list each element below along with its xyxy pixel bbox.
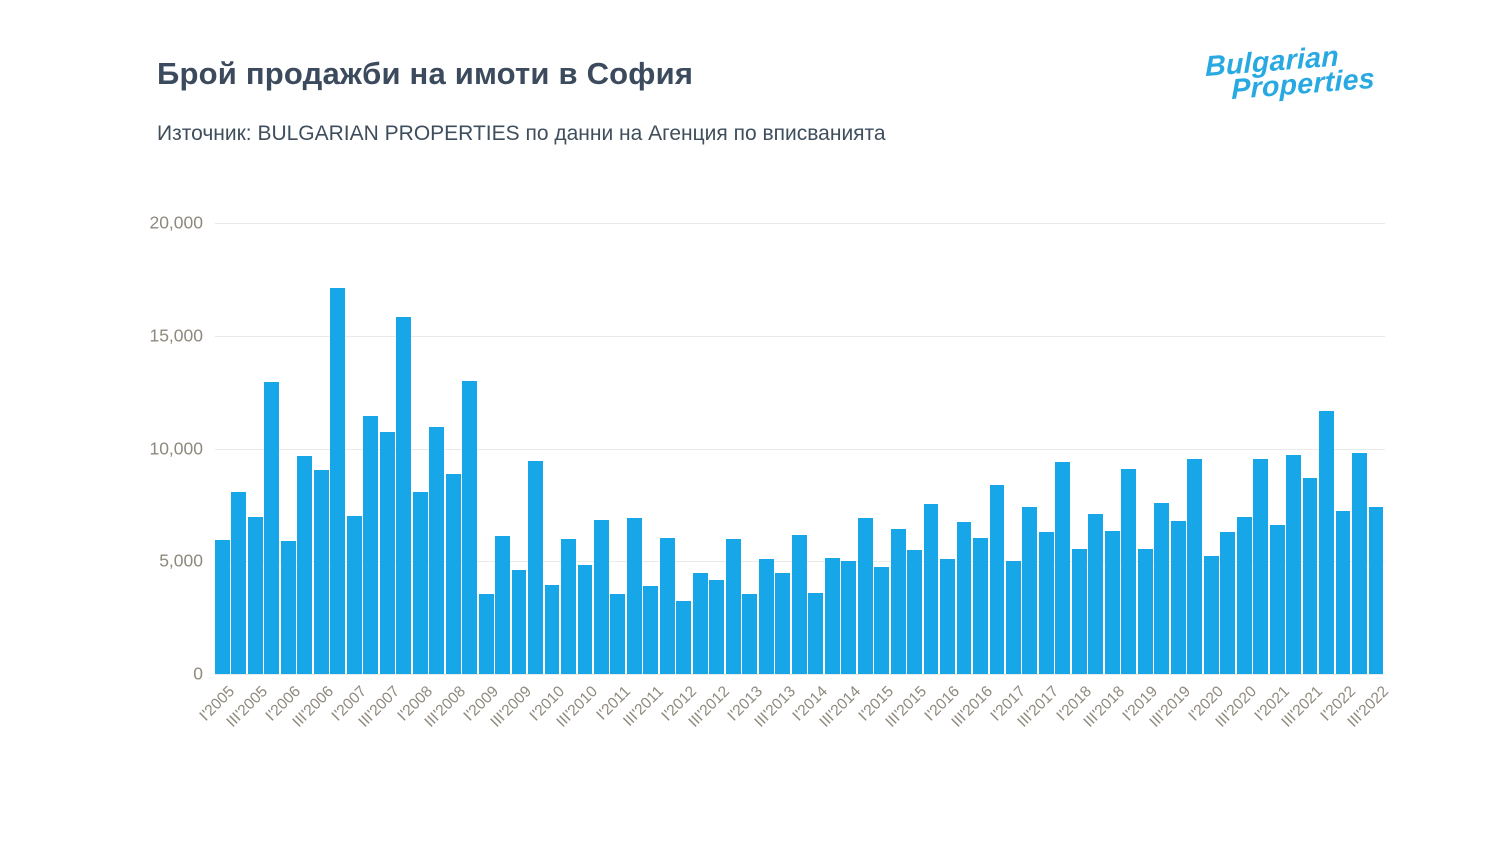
bar — [363, 415, 379, 674]
bar — [264, 381, 280, 674]
bar — [709, 580, 725, 674]
bar — [1368, 507, 1384, 674]
bar — [1220, 531, 1236, 674]
bar — [725, 538, 741, 674]
y-axis-tick-label: 0 — [193, 663, 203, 684]
bar — [1022, 507, 1038, 674]
source-caption: Източник: BULGARIAN PROPERTIES по данни … — [157, 122, 886, 145]
bar — [775, 572, 791, 674]
bar — [1286, 455, 1301, 674]
bar — [791, 535, 807, 674]
bar — [626, 518, 642, 674]
bar — [808, 592, 824, 674]
bar — [1104, 530, 1120, 674]
bar — [841, 561, 857, 674]
bar — [528, 460, 543, 674]
bar — [742, 593, 758, 674]
bar — [215, 539, 230, 674]
bar — [890, 528, 906, 674]
bar — [1137, 548, 1153, 674]
bar — [1038, 531, 1054, 674]
bar — [379, 431, 395, 674]
bar — [1236, 517, 1252, 674]
bar — [1121, 468, 1137, 674]
bar — [445, 474, 461, 674]
bar — [396, 316, 412, 674]
gridline — [215, 335, 1385, 337]
bar — [1203, 555, 1219, 674]
plot-area: 0 5,000 10,000 15,000 20,000 I'2005 III'2005 I'… — [149, 213, 1391, 731]
bar — [346, 516, 362, 674]
page-title: Брой продажби на имоти в София — [157, 56, 694, 91]
bar — [594, 519, 609, 674]
bar — [907, 549, 922, 674]
bar — [643, 586, 659, 674]
bar — [412, 492, 428, 674]
bar — [1170, 520, 1186, 674]
bar — [511, 570, 527, 674]
bar — [1005, 561, 1021, 674]
bar — [280, 540, 296, 674]
bar — [462, 380, 478, 674]
bar — [1071, 548, 1087, 674]
bar — [973, 537, 988, 674]
bar — [231, 492, 247, 674]
bulgarian-properties-logo: Bulgarian Properties — [1205, 37, 1435, 106]
bar — [824, 557, 840, 674]
bar — [313, 469, 329, 674]
bar — [577, 564, 593, 674]
bar — [659, 537, 675, 674]
bar — [1154, 502, 1170, 674]
bar — [1253, 458, 1269, 674]
bar — [1055, 462, 1071, 674]
y-axis-tick-label: 15,000 — [149, 325, 203, 346]
bar — [989, 484, 1005, 674]
bar — [297, 456, 313, 674]
y-axis-tick-label: 20,000 — [149, 212, 203, 233]
bar — [247, 517, 263, 674]
bar — [874, 566, 890, 674]
gridline — [215, 674, 1385, 675]
bar — [1187, 458, 1203, 674]
bar — [940, 559, 955, 674]
bar — [429, 427, 445, 674]
bar — [1088, 513, 1104, 674]
bar — [561, 538, 576, 674]
bar — [610, 593, 626, 674]
bar — [956, 521, 972, 674]
y-axis-tick-label: 10,000 — [149, 438, 203, 458]
gridline — [215, 223, 1385, 224]
bar — [478, 593, 494, 674]
bar — [758, 559, 774, 674]
bar — [676, 600, 692, 674]
bar — [923, 503, 939, 674]
bar — [1335, 510, 1351, 674]
bar — [692, 572, 708, 674]
bar — [330, 288, 346, 674]
bar — [544, 584, 560, 674]
bar — [857, 518, 873, 674]
bar — [1302, 477, 1318, 674]
bar — [495, 536, 511, 674]
y-axis-tick-label: 5,000 — [159, 550, 203, 571]
bar — [1319, 411, 1334, 674]
bar — [1352, 453, 1367, 674]
bar — [1269, 525, 1285, 674]
gridline — [215, 448, 1385, 450]
